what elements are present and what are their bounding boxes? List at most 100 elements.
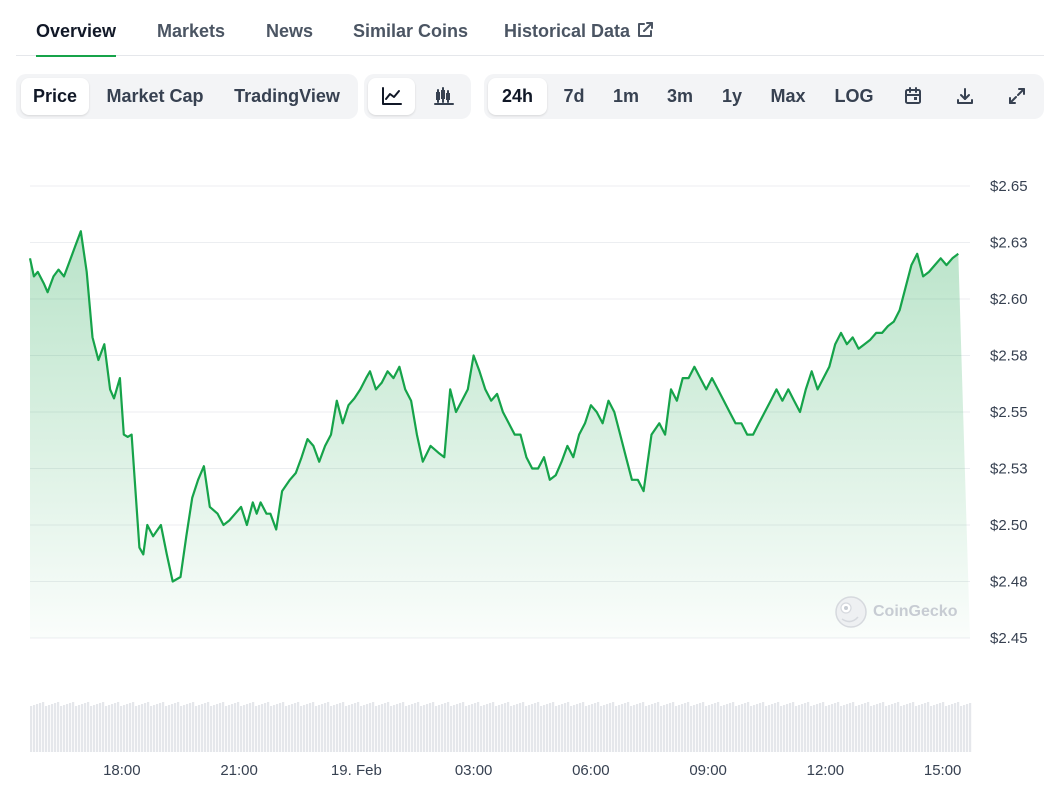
volume-bar [951,704,954,752]
volume-bar [96,704,99,752]
volume-bar [918,705,921,752]
price-chart[interactable]: $2.45 $2.48 $2.50 $2.53 $2.55 $2.58 $2.60 $2.63… [0,130,1060,798]
volume-bar [600,706,603,752]
tab-news[interactable]: News [266,21,314,41]
volume-bar [423,705,426,752]
volume-bar [777,702,780,752]
volume-bar [828,705,831,752]
volume-bar [378,705,381,752]
volume-bar [681,704,684,752]
candlestick-chart-button[interactable] [420,78,467,115]
volume-bar [333,705,336,752]
volume-bar [390,706,393,752]
volume-bar [255,706,258,752]
volume-bar [117,702,120,752]
volume-bar [81,704,84,752]
volume-bar [555,706,558,752]
volume-bar [102,702,105,752]
volume-bar [246,704,249,752]
price-button[interactable]: Price [21,78,89,115]
volume-bar [288,705,291,752]
volume-bar [906,704,909,752]
volume-bar [483,705,486,752]
range-max-button[interactable]: Max [770,86,806,106]
volume-bar [882,702,885,752]
market-cap-button[interactable]: Market Cap [106,86,204,106]
x-tick-label: 12:00 [807,762,845,779]
volume-bar [33,705,36,752]
volume-bar [513,705,516,752]
y-tick-label: $2.48 [990,574,1028,591]
volume-bar [132,702,135,752]
volume-bar [642,702,645,752]
volume-bar [66,704,69,752]
volume-bar [903,705,906,752]
volume-bar [762,702,765,752]
volume-bar [606,704,609,752]
volume-bar [588,705,591,752]
volume-bar [186,704,189,752]
volume-bar [564,703,567,752]
log-scale-button[interactable]: LOG [834,86,874,106]
volume-bar [165,706,168,752]
volume-bar [567,702,570,752]
line-chart-button[interactable] [368,78,415,115]
volume-bar [114,703,117,752]
volume-bar [723,705,726,752]
volume-bar [282,702,285,752]
volume-bar [789,703,792,752]
range-1m-button[interactable]: 1m [612,86,639,106]
range-selector: 24h 7d 1m 3m 1y Max LOG [484,74,1044,119]
tab-similar-coins[interactable]: Similar Coins [353,21,469,41]
volume-bar [261,704,264,752]
volume-bar [447,702,450,752]
tab-historical-data-label: Historical Data [504,21,631,41]
volume-bar [267,702,270,752]
download-button[interactable] [944,78,986,115]
tab-overview[interactable]: Overview [36,0,117,57]
x-tick-label: 19. Feb [331,762,382,779]
volume-bar [573,705,576,752]
volume-bar [285,706,288,752]
volume-bar [939,703,942,752]
volume-bar [708,705,711,752]
volume-bar [498,705,501,752]
volume-bar [732,702,735,752]
calendar-button[interactable] [892,78,934,115]
volume-bar [318,705,321,752]
volume-bar [888,705,891,752]
volume-bar [549,703,552,752]
range-24h-button[interactable]: 24h [488,78,547,115]
coingecko-watermark: CoinGecko [835,596,958,628]
tab-historical-data[interactable]: Historical Data [504,0,654,56]
volume-bar [900,706,903,752]
range-7d-button[interactable]: 7d [563,86,585,106]
volume-bar [819,703,822,752]
volume-bar [834,703,837,752]
volume-bar [339,703,342,752]
x-tick-label: 06:00 [572,762,610,779]
volume-bar [813,705,816,752]
y-tick-label: $2.53 [990,461,1028,478]
volume-bar [660,706,663,752]
volume-bar [597,702,600,752]
volume-bar [222,702,225,752]
volume-bar [609,703,612,752]
range-1y-button[interactable]: 1y [721,86,743,106]
volume-bar [312,702,315,752]
volume-bar [240,706,243,752]
range-3m-button[interactable]: 3m [666,86,693,106]
volume-bar [831,704,834,752]
volume-bar [654,703,657,752]
volume-bar [663,705,666,752]
volume-bar [957,702,960,752]
tab-markets[interactable]: Markets [157,21,226,41]
volume-bar [915,706,918,752]
volume-bar [213,705,216,752]
volume-bar [252,702,255,752]
tradingview-button[interactable]: TradingView [234,86,340,106]
fullscreen-button[interactable] [996,78,1038,115]
y-tick-label: $2.63 [990,235,1028,252]
volume-bar [843,705,846,752]
volume-bar [630,706,633,752]
